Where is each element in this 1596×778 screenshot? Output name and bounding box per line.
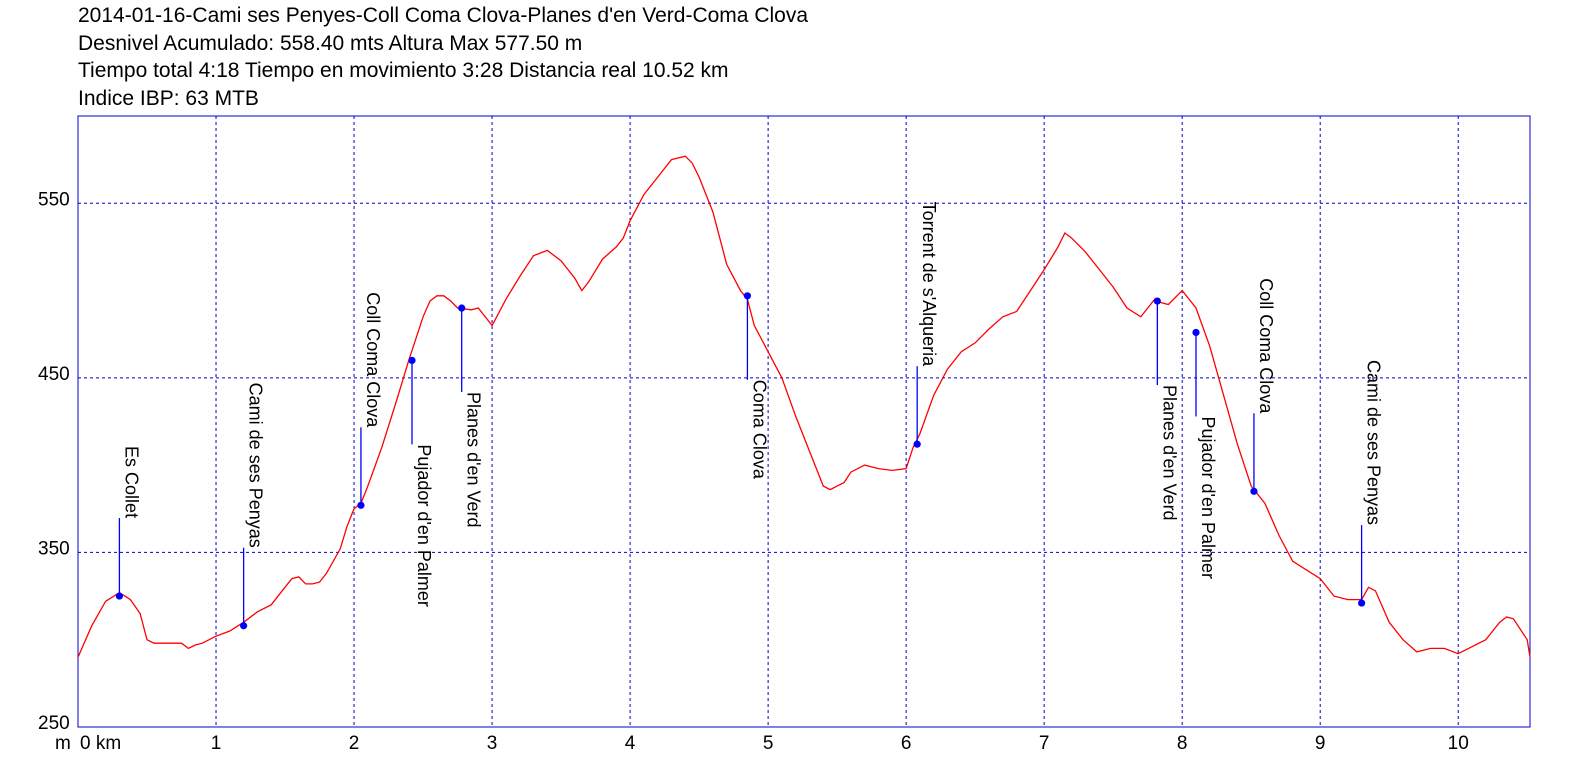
chart-title: 2014-01-16-Cami ses Penyes-Coll Coma Clo… <box>78 4 809 27</box>
elevation-line <box>77 155 1531 658</box>
waypoint-marker <box>1192 328 1200 337</box>
waypoint-label: Es Collet <box>121 446 141 518</box>
x-tick-label: 0 km <box>80 733 121 754</box>
waypoint-label: Planes d'en Verd <box>464 392 484 528</box>
waypoint: Pujador d'en Palmer <box>408 356 434 607</box>
x-tick-label: 1 <box>211 733 222 754</box>
y-tick-label: 350 <box>38 538 70 559</box>
waypoint: Pujador d'en Palmer <box>1192 328 1218 579</box>
chart-header: 2014-01-16-Cami ses Penyes-Coll Coma Clo… <box>78 2 808 112</box>
waypoint: Planes d'en Verd <box>458 304 484 528</box>
waypoint-label: Coll Coma Clova <box>363 292 383 428</box>
waypoint-label: Planes d'en Verd <box>1159 385 1179 521</box>
waypoint-marker <box>1358 599 1366 607</box>
waypoint-marker <box>357 501 365 509</box>
waypoint: Es Collet <box>115 446 141 600</box>
x-tick-label: 6 <box>901 733 912 754</box>
x-tick-label: 9 <box>1315 733 1326 754</box>
waypoint: Coll Coma Clova <box>1250 278 1276 495</box>
plot-frame <box>77 115 1531 728</box>
x-tick-label: 4 <box>625 733 636 754</box>
waypoints-layer: Es Collet Cami de ses Penyas Coll Coma Clo… <box>115 202 1384 630</box>
waypoint: Planes d'en Verd <box>1153 297 1179 521</box>
x-tick-label: 5 <box>763 733 774 754</box>
waypoint-label: Pujador d'en Palmer <box>1198 416 1218 579</box>
waypoint-label: Coll Coma Clova <box>1256 278 1276 414</box>
x-tick-label: 10 <box>1448 733 1469 754</box>
axis-ticks: 0 km 1 2 3 4 5 6 7 8 9 10 250 350 450 550 <box>38 189 1469 754</box>
x-tick-label: 8 <box>1177 733 1188 754</box>
y-tick-label: 250 <box>38 713 70 734</box>
y-tick-label: 450 <box>38 364 70 385</box>
waypoint-label: Cami de ses Penyas <box>246 383 266 548</box>
waypoint-marker <box>408 356 416 364</box>
waypoint-label: Torrent de s'Alqueria <box>919 202 939 368</box>
waypoint-marker <box>913 440 921 448</box>
waypoint-label: Coma Clova <box>749 380 769 480</box>
waypoint: Cami de ses Penyas <box>240 383 266 630</box>
waypoint-marker <box>1250 487 1258 495</box>
waypoint: Coma Clova <box>743 292 769 480</box>
waypoint-marker <box>458 304 466 312</box>
waypoint-marker <box>743 292 752 300</box>
y-axis-label: m <box>55 733 71 754</box>
chart-subtitle-2: Tiempo total 4:18 Tiempo en movimiento 3… <box>78 59 729 82</box>
y-tick-label: 550 <box>38 189 70 210</box>
waypoint-marker <box>115 592 124 600</box>
x-tick-label: 2 <box>349 733 360 754</box>
x-tick-label: 7 <box>1039 733 1050 754</box>
waypoint: Cami de ses Penyas <box>1358 360 1384 607</box>
waypoint: Coll Coma Clova <box>357 292 383 509</box>
grid-layer <box>78 116 1530 727</box>
chart-subtitle-3: Indice IBP: 63 MTB <box>78 86 259 110</box>
waypoint-marker <box>240 622 248 630</box>
waypoint: Torrent de s'Alqueria <box>913 202 939 448</box>
waypoint-marker <box>1153 297 1161 305</box>
chart-subtitle-1: Desnivel Acumulado: 558.40 mts Altura Ma… <box>78 31 583 55</box>
waypoint-label: Cami de ses Penyas <box>1364 360 1384 525</box>
x-tick-label: 3 <box>487 733 498 754</box>
waypoint-label: Pujador d'en Palmer <box>414 444 434 607</box>
